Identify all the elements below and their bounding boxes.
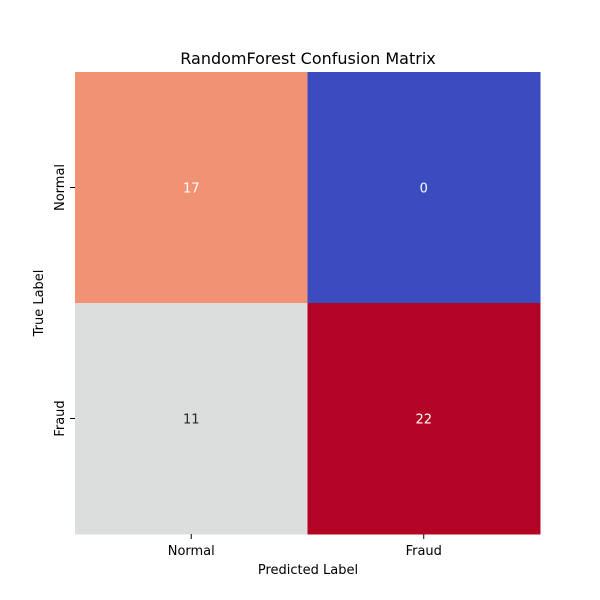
heatmap-cells — [75, 72, 541, 535]
heatmap-cell-normal-fraud — [307, 72, 541, 304]
cell-value-label: 22 — [415, 413, 432, 428]
heatmap-cell-normal-normal — [75, 72, 308, 304]
x-tick-label: Fraud — [406, 544, 442, 559]
y-tick-label: Fraud — [53, 400, 68, 436]
x-tick-label: Normal — [168, 544, 215, 559]
y-axis-label: True Label — [32, 270, 47, 338]
y-axis-ticks: Normal Fraud — [53, 164, 75, 437]
heatmap-cell-labels: 17 0 11 22 — [183, 182, 432, 428]
heatmap-cell-fraud-normal — [75, 303, 308, 535]
cell-value-label: 0 — [420, 182, 428, 197]
heatmap-cell-fraud-fraud — [307, 303, 541, 535]
x-axis-label: Predicted Label — [258, 563, 358, 578]
x-axis-ticks: Normal Fraud — [168, 534, 442, 559]
y-tick-label: Normal — [53, 164, 68, 211]
cell-value-label: 17 — [183, 182, 200, 197]
chart-title: RandomForest Confusion Matrix — [180, 49, 435, 68]
cell-value-label: 11 — [183, 413, 200, 428]
